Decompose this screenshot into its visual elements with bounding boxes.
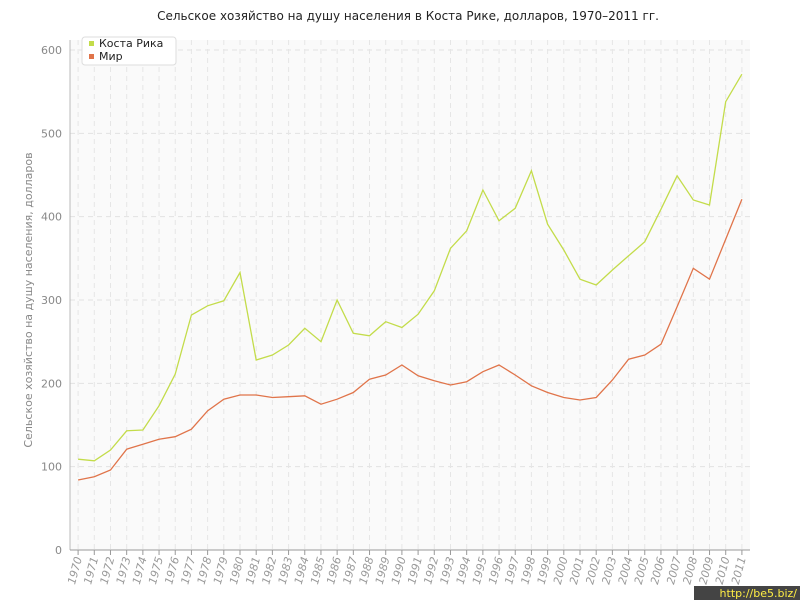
y-axis-title: Сельское хозяйство на душу населения, до… [22,152,35,447]
legend-label: Коста Рика [99,37,163,50]
legend-marker [89,54,94,59]
y-tick-label: 0 [55,544,62,557]
y-tick-label: 300 [41,294,62,307]
chart-title: Сельское хозяйство на душу населения в К… [157,9,659,23]
y-tick-label: 400 [41,211,62,224]
y-tick-label: 100 [41,461,62,474]
plot-area [70,40,750,550]
watermark: http://be5.biz/ [720,587,798,600]
legend-box [81,36,177,66]
series-line [77,198,743,481]
y-tick-label: 200 [41,377,62,390]
watermark-bg [694,586,800,600]
y-tick-label: 500 [41,127,62,140]
y-tick-label: 600 [41,44,62,57]
legend-label: Мир [99,50,123,63]
legend-marker [89,41,94,46]
series-line [78,73,743,462]
